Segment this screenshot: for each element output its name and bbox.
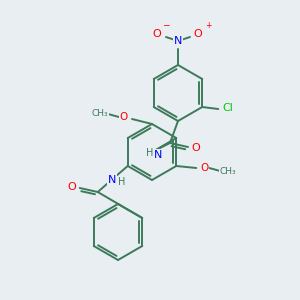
Text: O: O	[192, 143, 200, 153]
Text: CH₃: CH₃	[92, 109, 108, 118]
Text: O: O	[200, 163, 208, 173]
Text: N: N	[108, 175, 116, 185]
Text: N: N	[174, 36, 182, 46]
Text: O: O	[153, 29, 161, 39]
Text: Cl: Cl	[223, 103, 234, 113]
Text: CH₃: CH₃	[220, 167, 237, 176]
Text: H: H	[146, 148, 154, 158]
Text: O: O	[120, 112, 128, 122]
Text: O: O	[68, 182, 76, 192]
Text: −: −	[162, 20, 169, 29]
Text: H: H	[118, 177, 125, 187]
Text: N: N	[154, 150, 162, 160]
Text: +: +	[205, 21, 211, 30]
Text: O: O	[194, 29, 202, 39]
